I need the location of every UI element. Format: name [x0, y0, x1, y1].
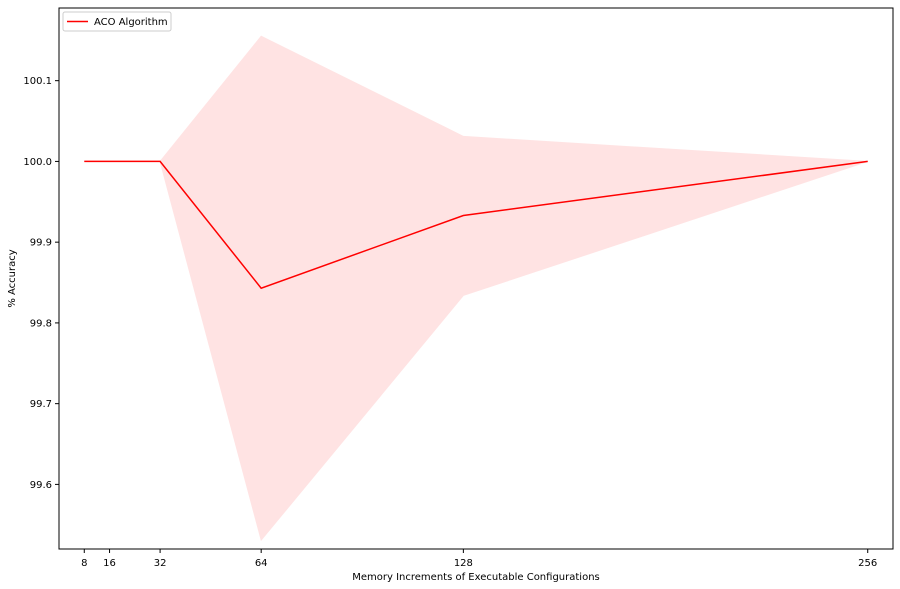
- legend: ACO Algorithm: [62, 11, 172, 32]
- x-tick-label: 16: [103, 558, 116, 569]
- y-tick-label: 100.1: [23, 76, 52, 87]
- confidence-band: [84, 35, 868, 542]
- y-tick-label: 99.6: [30, 480, 52, 491]
- y-axis-ticks: 99.6 99.7 99.8 99.9 100.0 100.1: [23, 76, 59, 491]
- confidence-band-layer: [84, 35, 868, 542]
- series-line-aco-algorithm: [84, 160, 868, 290]
- x-tick-label: 32: [154, 558, 167, 569]
- x-tick-label: 8: [81, 558, 87, 569]
- series-line-layer: [84, 160, 868, 290]
- legend-entry: ACO Algorithm: [94, 17, 168, 28]
- x-tick-label: 128: [454, 558, 473, 569]
- y-tick-label: 99.7: [30, 399, 52, 410]
- x-axis-ticks: 8 16 32 64 128 256: [81, 549, 877, 569]
- x-tick-label: 64: [255, 558, 268, 569]
- legend-box: [62, 11, 172, 32]
- y-tick-label: 100.0: [23, 157, 52, 168]
- plot-frame: [58, 7, 894, 550]
- y-tick-label: 99.9: [30, 238, 52, 249]
- y-axis-label: % Accuracy: [7, 249, 18, 307]
- x-axis-label: Memory Increments of Executable Configur…: [352, 572, 600, 583]
- y-tick-label: 99.8: [30, 318, 52, 329]
- x-tick-label: 256: [858, 558, 877, 569]
